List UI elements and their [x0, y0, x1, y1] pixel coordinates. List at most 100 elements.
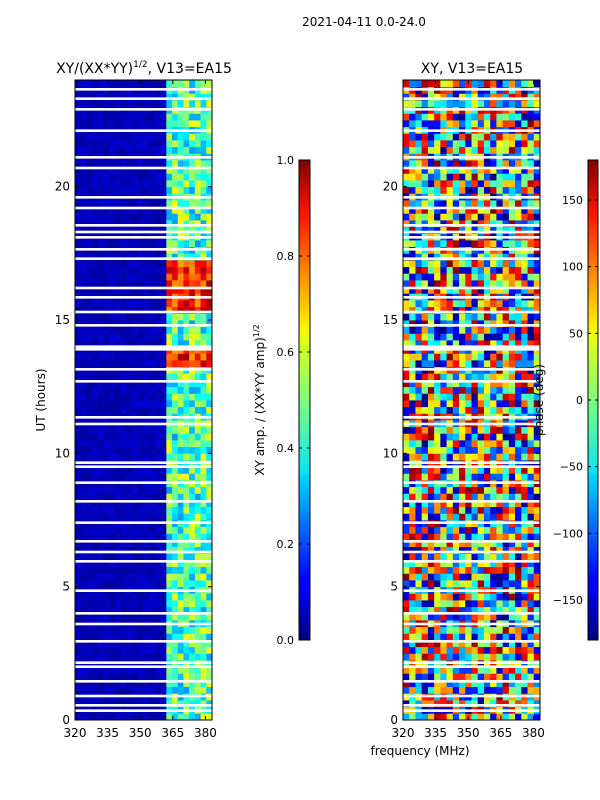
phase-heatmap-cell — [459, 600, 466, 608]
phase-heatmap-cell — [521, 133, 528, 141]
amplitude-heatmap-cell — [177, 526, 184, 534]
amplitude-heatmap-cell — [97, 533, 104, 541]
phase-heatmap-cell — [452, 240, 460, 248]
amplitude-heatmap-cell — [75, 633, 82, 641]
amplitude-heatmap-cell — [126, 213, 133, 221]
phase-heatmap-cell — [490, 673, 497, 681]
amplitude-heatmap-cell — [75, 473, 82, 481]
phase-heatmap-cell — [527, 493, 535, 501]
phase-heatmap-cell — [477, 533, 485, 541]
phase-heatmap-cell — [477, 400, 485, 408]
amplitude-heatmap-cell — [143, 466, 150, 474]
phase-heatmap-cell — [434, 393, 441, 401]
phase-heatmap-cell — [502, 500, 510, 508]
amplitude-heatmap-cell — [172, 406, 179, 414]
amplitude-heatmap-cell — [183, 580, 190, 588]
amplitude-heatmap-cell — [177, 406, 184, 414]
amplitude-heatmap-cell — [103, 100, 110, 108]
amplitude-heatmap-cell — [137, 560, 144, 568]
phase-heatmap-cell — [446, 320, 454, 328]
amplitude-heatmap-cell — [86, 640, 93, 648]
phase-heatmap-cell — [452, 573, 460, 581]
amplitude-heatmap-cell — [189, 700, 196, 708]
phase-heatmap-cell — [446, 613, 454, 621]
amplitude-heatmap-cell — [154, 340, 162, 348]
amplitude-heatmap-cell — [200, 546, 207, 554]
phase-heatmap-cell — [477, 200, 485, 208]
phase-heatmap-cell — [446, 400, 454, 408]
phase-heatmap-cell — [409, 93, 416, 101]
amplitude-heatmap-cell — [97, 493, 104, 501]
amplitude-heatmap-cell — [149, 573, 156, 581]
amplitude-heatmap-cell — [194, 553, 201, 561]
amplitude-heatmap-cell — [154, 713, 162, 721]
amplitude-heatmap-cell — [109, 546, 116, 554]
amplitude-heatmap-cell — [172, 500, 179, 508]
phase-heatmap-cell — [496, 540, 504, 548]
amplitude-heatmap-cell — [92, 453, 99, 461]
phase-heatmap-cell — [421, 540, 429, 548]
amplitude-heatmap-cell — [183, 640, 190, 648]
phase-heatmap-cell — [533, 713, 541, 721]
amplitude-heatmap-cell — [75, 313, 82, 321]
phase-heatmap-cell — [409, 700, 416, 708]
amplitude-heatmap-cell — [132, 200, 139, 208]
amplitude-heatmap-cell — [160, 486, 167, 494]
amplitude-heatmap-cell — [92, 406, 99, 414]
amplitude-heatmap-cell — [143, 100, 150, 108]
amplitude-heatmap-cell — [177, 493, 184, 501]
phase-heatmap-cell — [490, 333, 497, 341]
phase-heatmap-cell — [421, 600, 429, 608]
phase-heatmap-cell — [409, 553, 416, 561]
amplitude-heatmap-cell — [149, 373, 156, 381]
phase-heatmap-cell — [496, 493, 504, 501]
amplitude-heatmap-cell — [92, 506, 99, 514]
amplitude-heatmap-cell — [120, 333, 127, 341]
phase-heatmap-cell — [508, 406, 516, 414]
amplitude-heatmap-cell — [177, 606, 184, 614]
amplitude-heatmap-cell — [177, 506, 184, 514]
amplitude-heatmap-cell — [80, 320, 87, 328]
amplitude-heatmap-cell — [120, 313, 127, 321]
phase-heatmap-cell — [521, 526, 528, 534]
amplitude-heatmap-cell — [172, 333, 179, 341]
amplitude-heatmap-cell — [154, 146, 162, 154]
amplitude-heatmap-cell — [183, 493, 190, 501]
phase-heatmap-cell — [502, 560, 510, 568]
amplitude-heatmap-cell — [160, 280, 167, 288]
amplitude-heatmap-cell — [183, 186, 190, 194]
amplitude-heatmap-cell — [109, 573, 116, 581]
phase-heatmap-cell — [452, 186, 460, 194]
phase-heatmap-cell — [508, 220, 516, 228]
phase-heatmap-cell — [446, 166, 454, 174]
amplitude-heatmap-cell — [80, 400, 87, 408]
amplitude-heatmap-cell — [86, 606, 93, 614]
phase-heatmap-cell — [502, 260, 510, 268]
phase-heatmap-cell — [515, 666, 522, 674]
phase-heatmap-cell — [415, 353, 423, 361]
phase-heatmap-cell — [452, 600, 460, 608]
amplitude-heatmap-cell — [194, 580, 201, 588]
phase-heatmap-cell — [465, 253, 472, 261]
phase-heatmap-cell — [527, 500, 535, 508]
phase-heatmap-cell — [440, 93, 447, 101]
phase-heatmap-cell — [403, 280, 410, 288]
amplitude-heatmap-cell — [92, 653, 99, 661]
amplitude-heatmap-cell — [189, 406, 196, 414]
amplitude-heatmap-cell — [126, 446, 133, 454]
phase-heatmap-cell — [515, 326, 522, 334]
phase-heatmap-cell — [515, 440, 522, 448]
amplitude-heatmap-cell — [109, 213, 116, 221]
amplitude-heatmap-cell — [132, 380, 139, 388]
amplitude-heatmap-cell — [103, 326, 110, 334]
phase-heatmap-cell — [409, 533, 416, 541]
phase-heatmap-cell — [471, 273, 479, 281]
phase-heatmap-cell — [465, 206, 472, 214]
amplitude-heatmap-cell — [206, 600, 213, 608]
amplitude-heatmap-cell — [166, 273, 173, 281]
amplitude-heatmap-cell — [149, 226, 156, 234]
amplitude-heatmap-cell — [75, 466, 82, 474]
phase-heatmap-cell — [508, 160, 516, 168]
amplitude-heatmap-cell — [92, 433, 99, 441]
phase-heatmap-cell — [533, 280, 541, 288]
